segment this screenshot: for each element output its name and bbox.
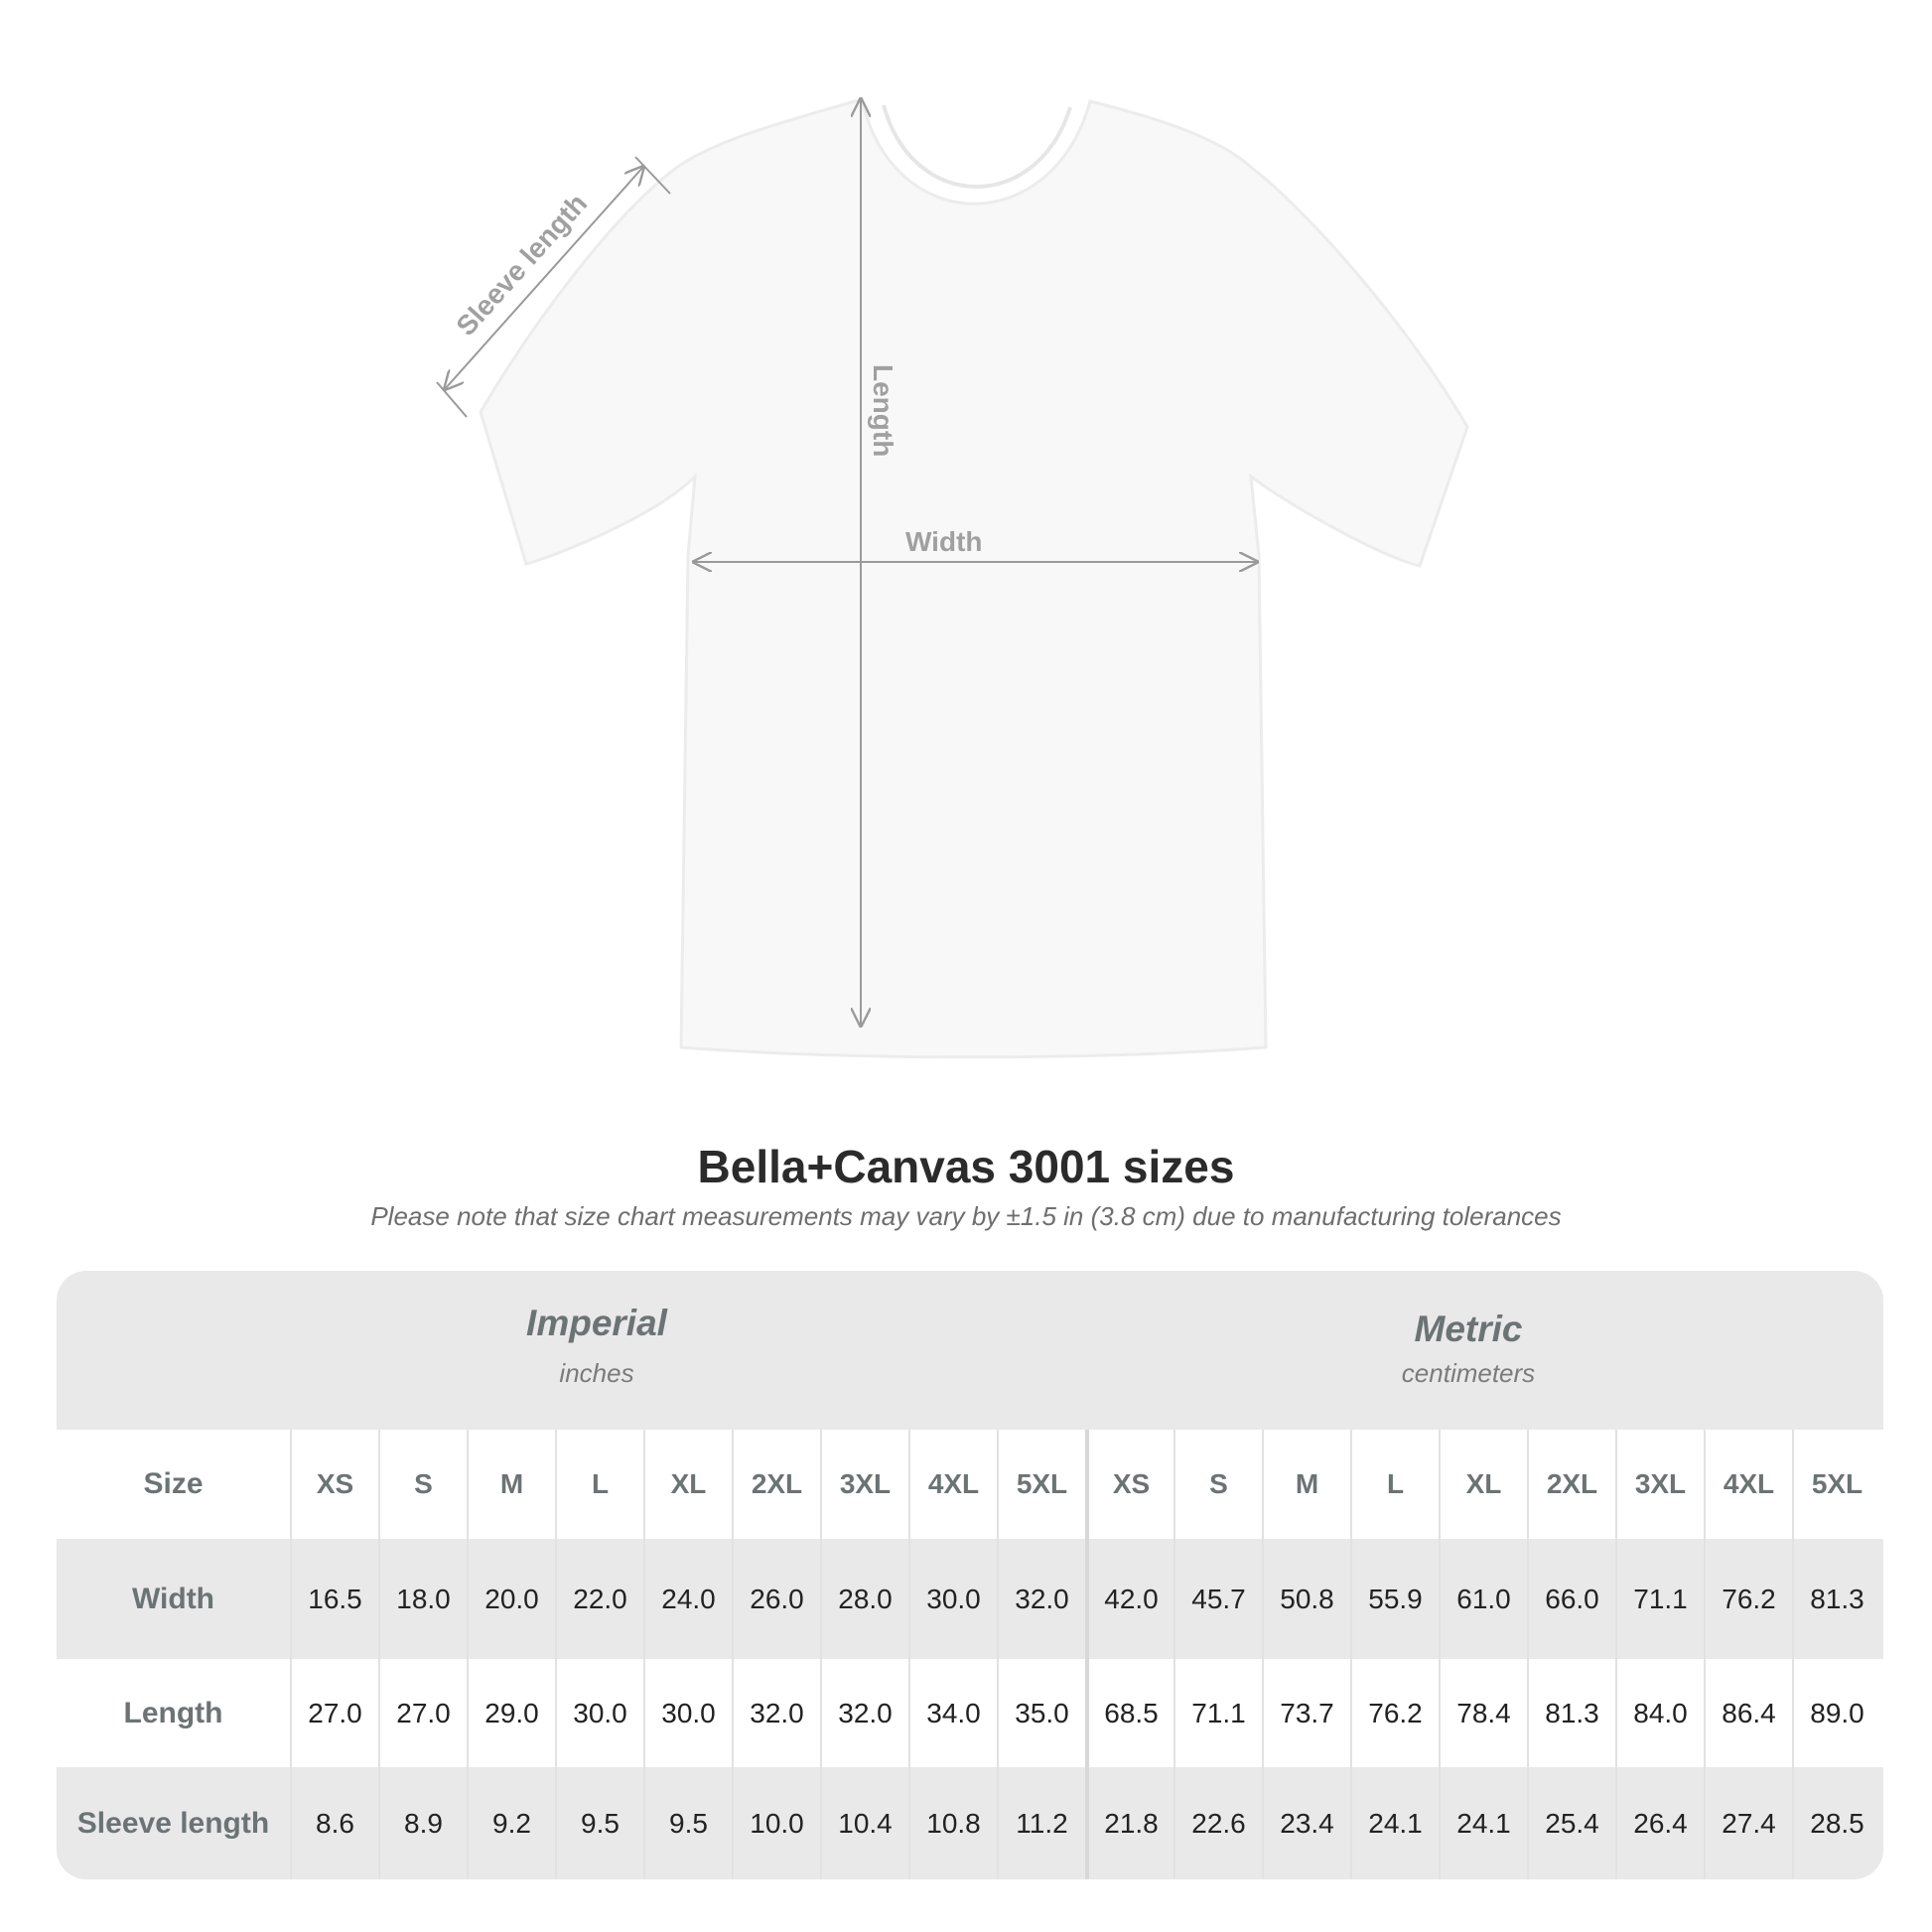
table-row-length: Length 27.0 27.0 29.0 30.0 30.0 32.0 32.0 34.0 35… xyxy=(57,1659,1883,1767)
imperial-size-2xl: 2XL xyxy=(732,1430,820,1539)
metric-size-5xl: 5XL xyxy=(1792,1430,1880,1539)
imperial-size-xl: XL xyxy=(643,1430,732,1539)
metric-value-cell: 61.0 xyxy=(1439,1539,1527,1659)
metric-value-cell: 25.4 xyxy=(1527,1767,1615,1879)
imperial-value-cell: 24.0 xyxy=(643,1539,732,1659)
metric-value-cell: 71.1 xyxy=(1615,1539,1704,1659)
imperial-value-cell: 18.0 xyxy=(378,1539,467,1659)
metric-value-cell: 24.1 xyxy=(1350,1767,1439,1879)
imperial-value-cell: 16.5 xyxy=(290,1539,378,1659)
imperial-value-cell: 9.2 xyxy=(467,1767,555,1879)
metric-title: Metric xyxy=(1414,1309,1523,1349)
imperial-value-cell: 34.0 xyxy=(908,1659,997,1767)
imperial-value-cell: 10.0 xyxy=(732,1767,820,1879)
metric-value-cell: 86.4 xyxy=(1704,1659,1792,1767)
metric-value-cell: 22.6 xyxy=(1173,1767,1262,1879)
imperial-value-cell: 9.5 xyxy=(555,1767,643,1879)
metric-value-cell: 24.1 xyxy=(1439,1767,1527,1879)
imperial-size-m: M xyxy=(467,1430,555,1539)
width-label: Width xyxy=(905,526,983,557)
imperial-value-cell: 26.0 xyxy=(732,1539,820,1659)
size-header-row: Size XS S M L XL 2XL 3XL 4XL 5XL XS S M L XL 2XL 3XL 4XL 5… xyxy=(57,1430,1883,1539)
metric-value-cell: 81.3 xyxy=(1527,1659,1615,1767)
row-label: Width xyxy=(131,1582,215,1615)
metric-unit: centimeters xyxy=(1401,1358,1536,1388)
imperial-value-cell: 10.4 xyxy=(820,1767,908,1879)
metric-value-cell: 89.0 xyxy=(1792,1659,1880,1767)
metric-size-4xl: 4XL xyxy=(1704,1430,1792,1539)
size-chart-table: Imperial inches Metric centimeters Size X… xyxy=(57,1271,1883,1879)
metric-header: Metric centimeters xyxy=(1220,1309,1717,1389)
metric-value-cell: 42.0 xyxy=(1085,1539,1173,1659)
sleeve-measure-line xyxy=(445,167,643,389)
imperial-size-l: L xyxy=(555,1430,643,1539)
imperial-header: Imperial inches xyxy=(348,1303,845,1389)
metric-value-cell: 73.7 xyxy=(1262,1659,1350,1767)
imperial-size-xs: XS xyxy=(290,1430,378,1539)
imperial-value-cell: 27.0 xyxy=(290,1659,378,1767)
imperial-value-cell: 30.0 xyxy=(643,1659,732,1767)
imperial-value-cell: 11.2 xyxy=(997,1767,1085,1879)
metric-value-cell: 76.2 xyxy=(1350,1659,1439,1767)
metric-size-xl: XL xyxy=(1439,1430,1527,1539)
imperial-value-cell: 8.6 xyxy=(290,1767,378,1879)
size-header-label: Size xyxy=(143,1467,204,1500)
table-row-sleeve-length: Sleeve length 8.6 8.9 9.2 9.5 9.5 10.0 10.4 10.8… xyxy=(57,1767,1883,1879)
length-label: Length xyxy=(868,364,898,457)
imperial-value-cell: 27.0 xyxy=(378,1659,467,1767)
row-label: Sleeve length xyxy=(76,1806,270,1840)
metric-value-cell: 81.3 xyxy=(1792,1539,1880,1659)
imperial-size-4xl: 4XL xyxy=(908,1430,997,1539)
imperial-value-cell: 22.0 xyxy=(555,1539,643,1659)
metric-value-cell: 23.4 xyxy=(1262,1767,1350,1879)
tshirt-shape xyxy=(479,97,1469,1059)
metric-value-cell: 66.0 xyxy=(1527,1539,1615,1659)
imperial-value-cell: 32.0 xyxy=(820,1659,908,1767)
imperial-title: Imperial xyxy=(526,1303,667,1343)
header-band xyxy=(57,1271,1883,1430)
metric-size-xs: XS xyxy=(1085,1430,1173,1539)
row-label: Length xyxy=(123,1696,223,1729)
metric-value-cell: 71.1 xyxy=(1173,1659,1262,1767)
metric-size-s: S xyxy=(1173,1430,1262,1539)
imperial-size-5xl: 5XL xyxy=(997,1430,1085,1539)
metric-value-cell: 28.5 xyxy=(1792,1767,1880,1879)
metric-value-cell: 68.5 xyxy=(1085,1659,1173,1767)
metric-value-cell: 50.8 xyxy=(1262,1539,1350,1659)
imperial-value-cell: 30.0 xyxy=(908,1539,997,1659)
metric-size-l: L xyxy=(1350,1430,1439,1539)
imperial-size-s: S xyxy=(378,1430,467,1539)
metric-value-cell: 21.8 xyxy=(1085,1767,1173,1879)
metric-value-cell: 45.7 xyxy=(1173,1539,1262,1659)
metric-value-cell: 76.2 xyxy=(1704,1539,1792,1659)
imperial-value-cell: 10.8 xyxy=(908,1767,997,1879)
page-title: Bella+Canvas 3001 sizes xyxy=(697,1141,1235,1192)
metric-value-cell: 27.4 xyxy=(1704,1767,1792,1879)
imperial-value-cell: 32.0 xyxy=(732,1659,820,1767)
table-row-width: Width 16.5 18.0 20.0 22.0 24.0 26.0 28.0 30.0 32.… xyxy=(57,1539,1883,1659)
imperial-value-cell: 32.0 xyxy=(997,1539,1085,1659)
metric-value-cell: 84.0 xyxy=(1615,1659,1704,1767)
imperial-value-cell: 28.0 xyxy=(820,1539,908,1659)
metric-value-cell: 26.4 xyxy=(1615,1767,1704,1879)
imperial-value-cell: 20.0 xyxy=(467,1539,555,1659)
metric-value-cell: 55.9 xyxy=(1350,1539,1439,1659)
metric-value-cell: 78.4 xyxy=(1439,1659,1527,1767)
imperial-value-cell: 29.0 xyxy=(467,1659,555,1767)
imperial-value-cell: 35.0 xyxy=(997,1659,1085,1767)
imperial-value-cell: 9.5 xyxy=(643,1767,732,1879)
imperial-unit: inches xyxy=(559,1358,634,1388)
imperial-value-cell: 30.0 xyxy=(555,1659,643,1767)
metric-size-2xl: 2XL xyxy=(1527,1430,1615,1539)
metric-size-m: M xyxy=(1262,1430,1350,1539)
imperial-size-3xl: 3XL xyxy=(820,1430,908,1539)
imperial-value-cell: 8.9 xyxy=(378,1767,467,1879)
tolerance-note: Please note that size chart measurements… xyxy=(370,1201,1562,1231)
metric-size-3xl: 3XL xyxy=(1615,1430,1704,1539)
tshirt-diagram: Sleeve length Length Width xyxy=(436,0,1469,1059)
